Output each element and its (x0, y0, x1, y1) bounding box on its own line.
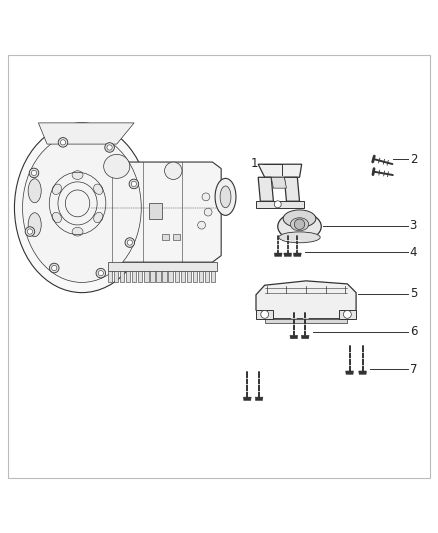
Ellipse shape (220, 186, 231, 208)
Circle shape (27, 229, 32, 234)
Circle shape (343, 310, 351, 318)
Polygon shape (284, 253, 292, 256)
Polygon shape (293, 253, 301, 256)
Ellipse shape (94, 184, 103, 195)
Circle shape (127, 240, 132, 245)
Circle shape (32, 171, 37, 175)
Text: 7: 7 (410, 363, 417, 376)
Polygon shape (187, 271, 191, 282)
Ellipse shape (278, 212, 321, 240)
Polygon shape (114, 271, 118, 282)
Text: 5: 5 (410, 287, 417, 301)
Ellipse shape (204, 208, 212, 216)
Polygon shape (274, 253, 282, 256)
Polygon shape (138, 271, 142, 282)
Circle shape (131, 181, 137, 187)
Polygon shape (244, 397, 251, 400)
Ellipse shape (22, 133, 141, 282)
Polygon shape (39, 123, 134, 144)
Polygon shape (301, 335, 309, 339)
Polygon shape (132, 271, 136, 282)
Ellipse shape (165, 162, 182, 180)
Ellipse shape (279, 232, 320, 243)
Circle shape (129, 179, 139, 189)
Polygon shape (126, 271, 131, 282)
Circle shape (98, 271, 103, 276)
Ellipse shape (202, 193, 210, 201)
Text: 2: 2 (410, 152, 417, 166)
Ellipse shape (72, 228, 83, 236)
Circle shape (52, 265, 57, 271)
Circle shape (29, 168, 39, 177)
Polygon shape (339, 310, 356, 319)
Ellipse shape (283, 210, 316, 228)
Polygon shape (108, 271, 112, 282)
Polygon shape (258, 177, 273, 201)
Polygon shape (255, 397, 263, 400)
Ellipse shape (94, 212, 103, 223)
Polygon shape (265, 319, 347, 323)
Ellipse shape (290, 218, 309, 231)
Polygon shape (205, 271, 209, 282)
Ellipse shape (52, 184, 61, 195)
Polygon shape (256, 281, 356, 319)
Polygon shape (174, 271, 179, 282)
Polygon shape (149, 204, 162, 219)
Polygon shape (271, 177, 286, 188)
Polygon shape (162, 234, 169, 240)
Polygon shape (256, 201, 304, 208)
Polygon shape (211, 271, 215, 282)
Circle shape (107, 145, 112, 150)
Polygon shape (199, 271, 203, 282)
Polygon shape (108, 262, 217, 271)
Polygon shape (193, 271, 197, 282)
Text: 6: 6 (410, 325, 417, 338)
Circle shape (58, 138, 68, 147)
Circle shape (60, 140, 66, 145)
Ellipse shape (215, 179, 236, 215)
Polygon shape (150, 271, 155, 282)
Polygon shape (173, 234, 180, 240)
Polygon shape (284, 177, 300, 201)
Polygon shape (156, 271, 161, 282)
Circle shape (25, 227, 35, 236)
Circle shape (294, 219, 305, 230)
Text: 1: 1 (251, 157, 258, 170)
Polygon shape (346, 371, 353, 375)
Ellipse shape (198, 221, 205, 229)
Polygon shape (120, 271, 124, 282)
Ellipse shape (52, 212, 61, 223)
Polygon shape (180, 271, 185, 282)
Circle shape (105, 143, 114, 152)
Text: 4: 4 (410, 246, 417, 259)
Polygon shape (91, 162, 221, 262)
Ellipse shape (104, 155, 130, 179)
Polygon shape (144, 271, 148, 282)
Circle shape (49, 263, 59, 273)
Ellipse shape (72, 171, 83, 180)
Polygon shape (258, 164, 302, 177)
Polygon shape (290, 335, 298, 339)
Circle shape (261, 310, 268, 318)
Ellipse shape (28, 213, 41, 237)
Ellipse shape (14, 123, 149, 293)
Text: 3: 3 (410, 219, 417, 232)
Circle shape (96, 268, 106, 278)
Circle shape (125, 238, 134, 247)
Polygon shape (162, 271, 166, 282)
Circle shape (274, 201, 281, 208)
Polygon shape (256, 310, 273, 319)
Ellipse shape (28, 179, 41, 203)
Polygon shape (169, 271, 173, 282)
Polygon shape (359, 371, 367, 375)
